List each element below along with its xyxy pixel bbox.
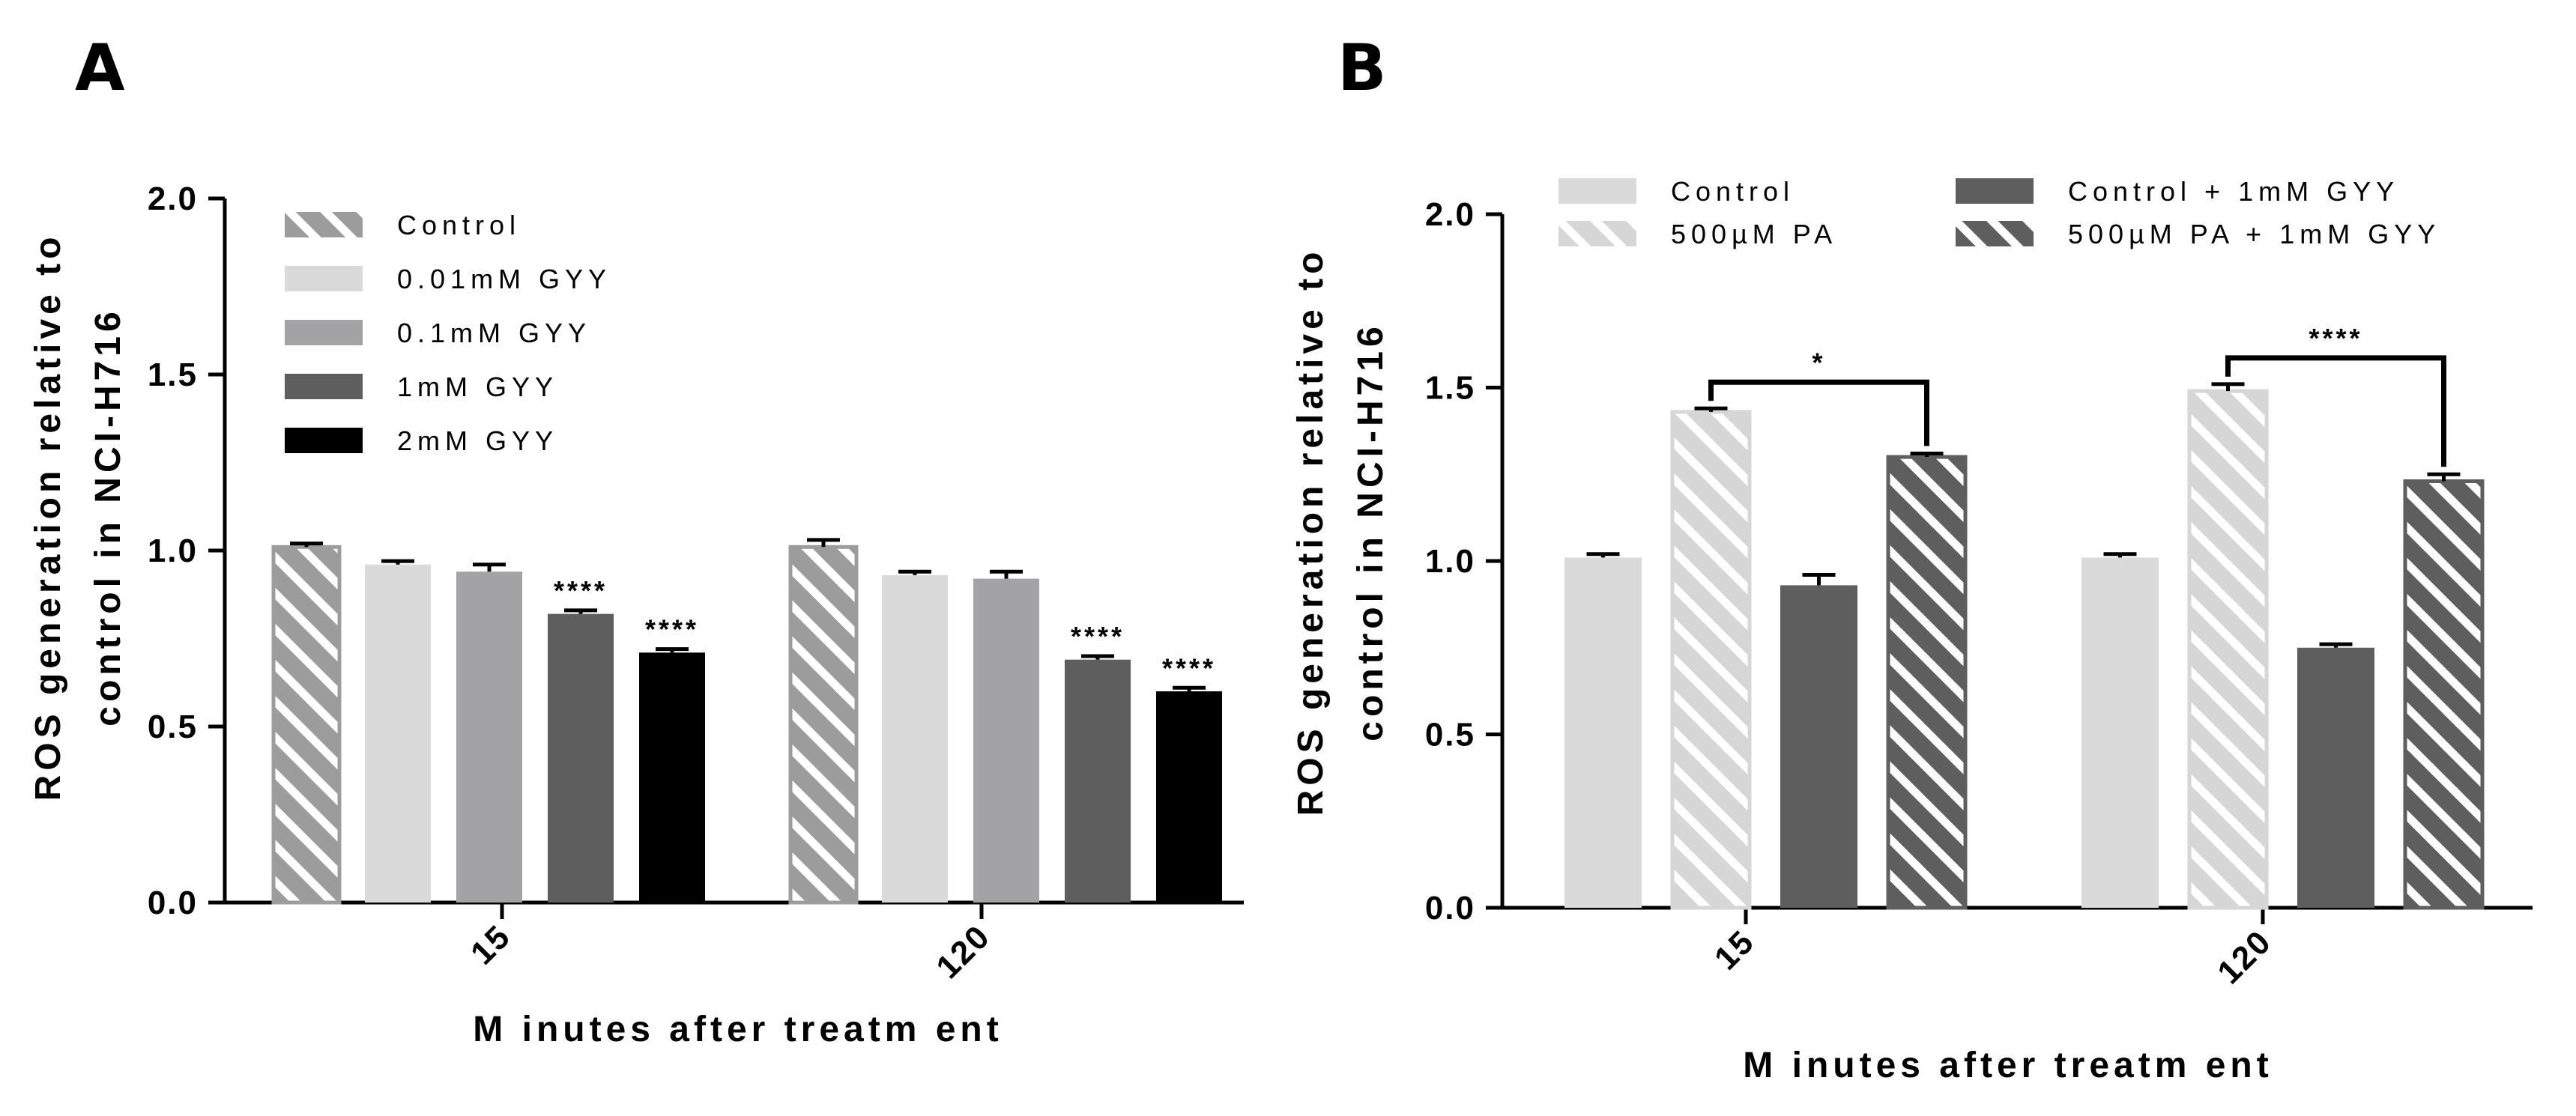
legend-swatch-control xyxy=(285,212,363,237)
y-tick-label: 1.0 xyxy=(148,533,198,569)
legend-label: 1mM GYY xyxy=(397,372,558,402)
legend-label: 2mM GYY xyxy=(397,425,558,456)
x-tick-label: 120 xyxy=(929,918,997,986)
legend: Control 0.01mM GYY 0.1mM GYY 1mM GYY 2mM GYY xyxy=(285,210,611,456)
legend-swatch-1mm-gyy xyxy=(285,374,363,399)
x-tick-label: 15 xyxy=(464,918,518,971)
x-axis-title: M inutes after treatm ent xyxy=(1743,1046,2273,1085)
bar-1mm-gyy-15 xyxy=(548,613,614,903)
panel-a: A ROS generation relative to control in … xyxy=(28,31,1244,1049)
legend-swatch-control-1mm-gyy xyxy=(1956,178,2034,204)
bar-0-1mm-gyy-15 xyxy=(456,571,522,903)
legend-label: 0.01mM GYY xyxy=(397,264,611,294)
y-tick-label: 2.0 xyxy=(148,181,198,217)
legend-swatch-0-1mm-gyy xyxy=(285,320,363,345)
bar-control-1mm-gyy-15 xyxy=(1780,585,1857,908)
significance-label: **** xyxy=(1162,652,1216,683)
legend-label: Control + 1mM GYY xyxy=(2068,176,2399,207)
bar-2mm-gyy-120 xyxy=(1156,691,1222,903)
comparison-bracket xyxy=(1708,379,1929,446)
legend-label: 500µM PA xyxy=(1671,219,1837,249)
legend-swatch-500-m-pa-1mm-gyy xyxy=(1956,221,2034,246)
y-tick-label: 0.5 xyxy=(1425,717,1475,753)
plot-area-a: 0.0 0.5 1.0 1.5 2.0 15 120 **** **** **** **** Cont… xyxy=(148,181,1244,986)
y-axis-title-line2: control in NCI-H716 xyxy=(1351,322,1391,741)
bar-0-01mm-gyy-120 xyxy=(882,574,948,903)
x-axis-title: M inutes after treatm ent xyxy=(473,1010,1003,1049)
significance-label: **** xyxy=(645,614,699,645)
bar-0-1mm-gyy-120 xyxy=(973,578,1039,903)
y-tick-label: 1.5 xyxy=(148,357,198,393)
legend-swatch-control xyxy=(1558,178,1636,204)
significance-label: **** xyxy=(1071,621,1125,652)
y-tick-label: 1.5 xyxy=(1425,370,1475,407)
panel-label-b: B xyxy=(1337,31,1387,106)
legend-label: Control xyxy=(397,210,521,240)
y-axis-title-line1: ROS generation relative to xyxy=(1291,248,1331,816)
panel-label-a: A xyxy=(75,31,125,106)
legend-label: 0.1mM GYY xyxy=(397,318,591,348)
bar-500-m-pa-1mm-gyy-120 xyxy=(2403,479,2485,910)
bar-control-15 xyxy=(1564,557,1642,908)
bar-2mm-gyy-15 xyxy=(639,652,705,903)
bar-control-15 xyxy=(271,545,342,905)
bar-500-m-pa-120 xyxy=(2187,389,2269,910)
y-tick-label: 0.0 xyxy=(1425,890,1475,927)
y-tick-label: 0.0 xyxy=(148,885,198,921)
bar-500-m-pa-1mm-gyy-15 xyxy=(1886,455,1968,910)
legend-swatch-2mm-gyy xyxy=(285,428,363,453)
legend-label: Control xyxy=(1671,176,1795,207)
significance-label: **** xyxy=(554,575,608,606)
y-tick-label: 0.5 xyxy=(148,709,198,745)
y-axis-title-line1: ROS generation relative to xyxy=(28,233,68,801)
legend: Control 500µM PA Control + 1mM GYY 500µM PA… xyxy=(1558,176,2440,249)
panel-b: B ROS generation relative to control in … xyxy=(1291,31,2533,1085)
legend-swatch-0-01mm-gyy xyxy=(285,266,363,291)
legend-swatch-500-m-pa xyxy=(1558,221,1636,246)
x-tick-label: 15 xyxy=(1708,923,1762,977)
bar-0-01mm-gyy-15 xyxy=(365,564,431,903)
bar-control-120 xyxy=(788,545,859,905)
bar-1mm-gyy-120 xyxy=(1065,659,1131,903)
comparison-label: * xyxy=(1812,347,1825,377)
bar-control-120 xyxy=(2081,557,2159,908)
y-tick-label: 2.0 xyxy=(1425,196,1475,233)
y-tick-label: 1.0 xyxy=(1425,543,1475,580)
comparison-label: **** xyxy=(2309,323,2362,354)
bar-500-m-pa-15 xyxy=(1670,410,1752,910)
x-tick-label: 120 xyxy=(2210,923,2279,991)
comparison-bracket xyxy=(2225,355,2446,467)
y-axis-title-line2: control in NCI-H716 xyxy=(88,307,128,726)
bar-control-1mm-gyy-120 xyxy=(2297,647,2374,908)
legend-label: 500µM PA + 1mM GYY xyxy=(2068,219,2440,249)
